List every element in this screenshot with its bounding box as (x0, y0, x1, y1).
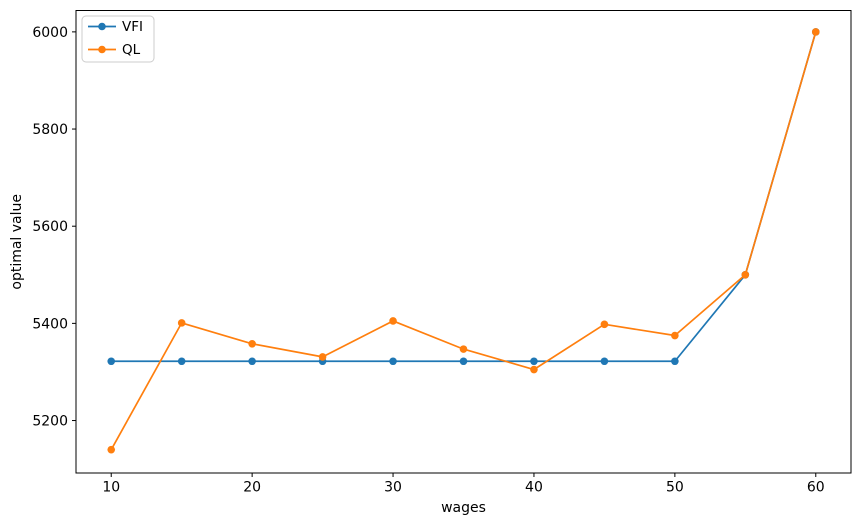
legend-box (81, 15, 155, 63)
series-marker-VFI (600, 357, 609, 366)
x-tick-label: 60 (807, 480, 825, 496)
plot-frame (75, 10, 852, 474)
series-marker-QL (530, 365, 538, 374)
series-marker-VFI (248, 357, 256, 366)
y-tick-label: 5800 (32, 122, 68, 138)
y-tick-label: 5400 (32, 316, 68, 332)
x-tick-label: 20 (243, 480, 261, 496)
series-marker-QL (671, 331, 679, 340)
series-marker-QL (248, 339, 256, 348)
series-marker-QL (389, 317, 397, 325)
series-marker-QL (811, 28, 820, 36)
y-axis-label: optimal value (9, 194, 25, 290)
series-marker-QL (107, 445, 116, 454)
series-marker-VFI (671, 357, 679, 366)
series-marker-QL (741, 270, 750, 279)
x-tick-label: 40 (525, 480, 543, 496)
series-marker-VFI (389, 357, 397, 366)
y-tick-label: 5200 (32, 414, 68, 430)
series-marker-VFI (530, 357, 538, 366)
series-marker-QL (177, 319, 186, 327)
y-tick-label: 5600 (32, 219, 68, 235)
legend-marker-icon (98, 45, 106, 54)
x-tick-label: 30 (384, 480, 402, 496)
series-marker-QL (600, 320, 609, 329)
series-marker-VFI (107, 357, 116, 366)
series-line-VFI (110, 31, 817, 363)
legend-label: VFI (122, 19, 143, 35)
series-marker-QL (318, 353, 327, 361)
legend: VFI QL (81, 15, 155, 63)
series-marker-QL (459, 345, 468, 353)
legend-label: QL (122, 42, 141, 58)
x-tick-label: 10 (102, 480, 120, 496)
x-tick-label: 50 (666, 480, 684, 496)
series-marker-VFI (177, 357, 186, 366)
plot-area: 10 20 30 40 50 60 5200 5400 5600 5800 6000 (32, 10, 852, 496)
y-tick-label: 6000 (32, 25, 68, 41)
legend-marker-icon (98, 22, 106, 31)
series-line-QL (110, 31, 817, 451)
series-marker-VFI (459, 357, 468, 366)
x-axis-label: wages (441, 500, 486, 516)
